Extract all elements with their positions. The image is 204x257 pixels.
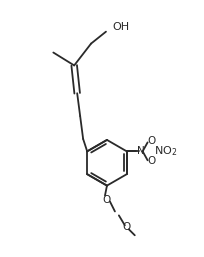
Text: O: O	[123, 222, 131, 232]
Text: NO$_2$: NO$_2$	[154, 144, 177, 158]
Text: OH: OH	[112, 22, 129, 32]
Text: N: N	[137, 146, 144, 156]
Text: O: O	[147, 136, 156, 146]
Text: O: O	[147, 156, 156, 166]
Text: O: O	[103, 195, 111, 205]
